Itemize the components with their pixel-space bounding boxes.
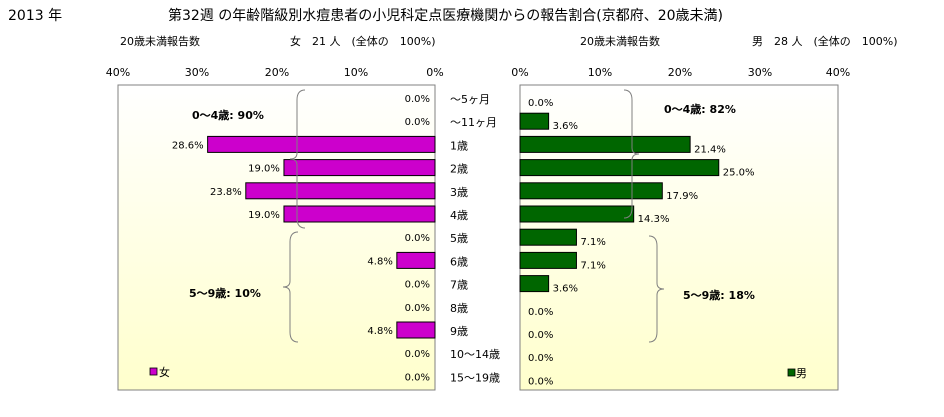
male-bar-value-label: 25.0% xyxy=(723,168,755,179)
age-category-label: 9歳 xyxy=(450,325,468,338)
age-category-label: 6歳 xyxy=(450,255,468,268)
female-bar xyxy=(283,159,436,177)
female-x-tick-label: 0% xyxy=(426,66,443,79)
female-bar xyxy=(396,321,436,339)
female-bar-value-label: 0.0% xyxy=(405,280,430,291)
male-0-4-annotation: 0～4歳: 82% xyxy=(664,102,736,116)
female-x-tick-label: 40% xyxy=(106,66,130,79)
male-bar-value-label: 7.1% xyxy=(580,237,605,248)
male-bar-value-label: 0.0% xyxy=(528,98,553,109)
female-bar xyxy=(245,182,436,200)
female-bar-value-label: 0.0% xyxy=(405,303,430,314)
female-bar-value-label: 23.8% xyxy=(210,187,242,198)
male-bar-value-label: 0.0% xyxy=(528,376,553,387)
female-bar-value-label: 28.6% xyxy=(172,140,204,151)
male-subtitle-label: 20歳未満報告数 xyxy=(580,35,660,48)
male-x-tick-label: 40% xyxy=(826,66,850,79)
female-x-tick-label: 30% xyxy=(185,66,209,79)
male-x-tick-label: 30% xyxy=(748,66,772,79)
age-category-label: 1歳 xyxy=(450,139,468,152)
age-category-label: 8歳 xyxy=(450,302,468,315)
male-x-tick-label: 20% xyxy=(668,66,692,79)
age-category-label: 4歳 xyxy=(450,209,468,222)
female-5-9-brace xyxy=(282,231,299,343)
male-bar xyxy=(519,182,663,200)
female-bar-value-label: 0.0% xyxy=(405,117,430,128)
male-bar-value-label: 0.0% xyxy=(528,307,553,318)
age-category-label: 7歳 xyxy=(450,279,468,292)
female-bar-value-label: 0.0% xyxy=(405,94,430,105)
female-subtitle-info: 女 21 人 (全体の 100%) xyxy=(290,35,436,48)
male-bar-value-label: 0.0% xyxy=(528,353,553,364)
male-bar xyxy=(519,112,550,130)
age-category-label: 15～19歳 xyxy=(450,371,500,384)
male-bar-value-label: 14.3% xyxy=(638,214,670,225)
female-x-tick-label: 10% xyxy=(344,66,368,79)
chart-year: 2013 年 xyxy=(8,8,63,24)
male-bar-value-label: 7.1% xyxy=(580,260,605,271)
male-legend-label: 男 xyxy=(796,367,807,380)
age-category-label: ～11ヶ月 xyxy=(450,116,497,129)
female-bar-value-label: 19.0% xyxy=(248,164,280,175)
male-bar xyxy=(519,205,635,223)
male-bar xyxy=(519,135,691,153)
female-plot-area xyxy=(117,84,436,391)
female-5-9-annotation: 5～9歳: 10% xyxy=(189,286,261,300)
male-subtitle-info: 男 28 人 (全体の 100%) xyxy=(752,35,898,48)
male-5-9-annotation: 5～9歳: 18% xyxy=(683,288,755,302)
female-bar-value-label: 0.0% xyxy=(405,372,430,383)
age-category-label: 3歳 xyxy=(450,186,468,199)
age-category-label: 10～14歳 xyxy=(450,348,500,361)
female-x-tick-label: 20% xyxy=(265,66,289,79)
chart-title: 第32週 の年齢階級別水痘患者の小児科定点医療機関からの報告割合(京都府、20歳… xyxy=(168,8,724,24)
female-bar-value-label: 0.0% xyxy=(405,233,430,244)
female-subtitle-label: 20歳未満報告数 xyxy=(120,35,200,48)
female-bar-value-label: 4.8% xyxy=(367,326,392,337)
male-bar xyxy=(519,159,720,177)
male-x-tick-label: 0% xyxy=(511,66,528,79)
male-bar xyxy=(519,275,550,293)
female-bar-value-label: 0.0% xyxy=(405,349,430,360)
male-bar-value-label: 21.4% xyxy=(694,144,726,155)
male-bar-value-label: 3.6% xyxy=(553,121,578,132)
female-bar xyxy=(283,205,436,223)
male-0-4-brace xyxy=(623,89,640,219)
male-bar xyxy=(519,251,577,269)
female-0-4-brace xyxy=(289,89,306,229)
female-bar xyxy=(207,135,436,153)
age-category-label: 5歳 xyxy=(450,232,468,245)
female-legend-label: 女 xyxy=(159,365,170,379)
male-5-9-brace xyxy=(648,235,665,343)
female-bar-value-label: 4.8% xyxy=(367,256,392,267)
female-0-4-annotation: 0～4歳: 90% xyxy=(192,108,264,122)
female-bar-value-label: 19.0% xyxy=(248,210,280,221)
male-x-tick-label: 10% xyxy=(588,66,612,79)
male-bar-value-label: 0.0% xyxy=(528,330,553,341)
male-bar-value-label: 17.9% xyxy=(666,191,698,202)
age-category-label: ～5ヶ月 xyxy=(450,93,490,106)
female-bar xyxy=(396,251,436,269)
male-bar xyxy=(519,228,577,246)
female-legend-swatch xyxy=(149,367,158,376)
age-category-label: 2歳 xyxy=(450,163,468,176)
male-legend-swatch xyxy=(787,368,796,377)
male-bar-value-label: 3.6% xyxy=(553,284,578,295)
